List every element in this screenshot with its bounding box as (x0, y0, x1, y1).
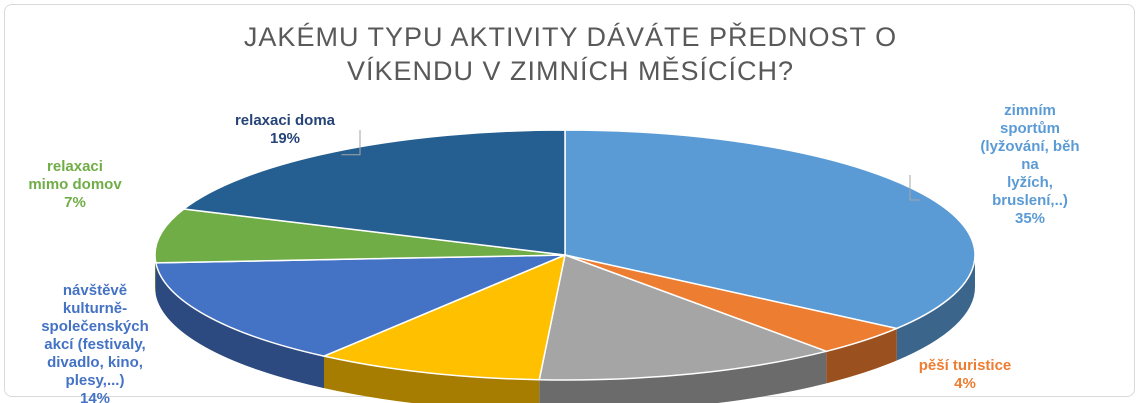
data-label: relaxaci doma 19% (235, 112, 335, 148)
slice (564, 129, 976, 330)
slice-side-shade (826, 328, 897, 384)
slice-side-shade (155, 262, 325, 389)
value-label: 35% (1014, 210, 1046, 227)
chart-title: JAKÉMU TYPU AKTIVITY DÁVÁTE PŘEDNOST O V… (243, 22, 898, 86)
value-label: 14% (79, 390, 111, 403)
category-label: relaxaci doma (234, 112, 336, 129)
slice-side (155, 262, 325, 389)
leader-line (341, 130, 361, 156)
value-label: 7% (64, 194, 86, 211)
category-label: pěší turistice (918, 357, 1012, 374)
category-label: relaxaci mimo domov (28, 158, 122, 193)
slice-side (896, 255, 975, 361)
data-label: zimním sportům (lyžování, běh na lyžích,… (975, 102, 1086, 228)
slice-side-shade (896, 255, 975, 361)
value-label: 19% (269, 130, 301, 147)
slice-side-shade (539, 351, 827, 403)
slice (538, 253, 829, 381)
slice-side (324, 356, 540, 403)
slice (154, 254, 566, 357)
value-label: 4% (954, 375, 976, 392)
slice (321, 253, 567, 381)
data-label: relaxaci mimo domov 7% (28, 158, 121, 212)
slice (154, 208, 566, 264)
slice (181, 129, 566, 256)
category-label: návštěvě kulturně- společenských akcí (f… (41, 282, 149, 389)
leader-line (909, 175, 920, 201)
slice-side (539, 351, 827, 403)
data-label: pěší turistice 4% (919, 357, 1012, 393)
data-label: návštěvě kulturně- společenských akcí (f… (41, 282, 149, 403)
slice-side (826, 328, 897, 384)
slice-side-shade (324, 356, 540, 403)
category-label: zimním sportům (lyžování, běh na lyžích,… (980, 102, 1080, 209)
